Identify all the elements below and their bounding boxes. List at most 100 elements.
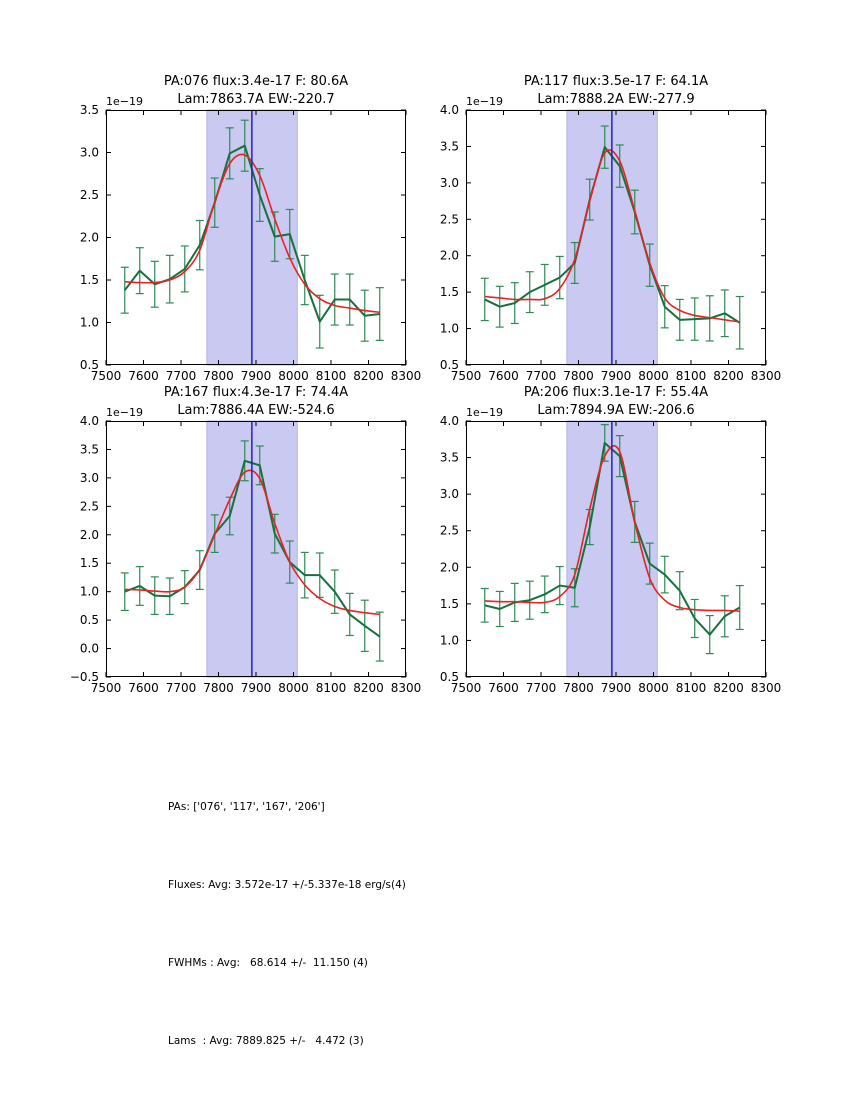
svg-text:3.0: 3.0 xyxy=(80,146,99,160)
svg-text:8100: 8100 xyxy=(676,681,707,695)
svg-text:4.0: 4.0 xyxy=(440,414,459,428)
subplot-pa076-title-line2: Lam:7863.7A EW:-220.7 xyxy=(177,92,335,107)
summary-line-fluxes: Fluxes: Avg: 3.572e-17 +/-5.337e-18 erg/… xyxy=(168,879,406,891)
subplot-pa167: PA:167 flux:4.3e-17 F: 74.4A Lam:7886.4A… xyxy=(70,385,421,695)
svg-text:7500: 7500 xyxy=(91,681,122,695)
svg-text:8100: 8100 xyxy=(316,369,347,383)
subplot-pa206-title-line1: PA:206 flux:3.1e-17 F: 55.4A xyxy=(523,385,709,400)
svg-text:1.0: 1.0 xyxy=(80,585,99,599)
svg-text:7800: 7800 xyxy=(203,681,234,695)
axes-frame xyxy=(466,421,766,677)
svg-text:7900: 7900 xyxy=(241,681,272,695)
subplot-pa076-plot-area: 7500 7600 7700 7800 7900 8000 8100 8200 8300 0.5 1… xyxy=(80,103,421,383)
subplot-pa076-title-line1: PA:076 flux:3.4e-17 F: 80.6A xyxy=(163,74,349,89)
svg-text:1.5: 1.5 xyxy=(440,597,459,611)
subplot-pa206-title: PA:206 flux:3.1e-17 F: 55.4A Lam:7894.9A… xyxy=(436,384,796,420)
svg-text:0.5: 0.5 xyxy=(80,613,99,627)
svg-text:3.5: 3.5 xyxy=(440,451,459,465)
svg-text:7900: 7900 xyxy=(601,681,632,695)
svg-text:7600: 7600 xyxy=(488,369,519,383)
svg-text:3.5: 3.5 xyxy=(440,139,459,153)
svg-text:4.0: 4.0 xyxy=(80,414,99,428)
subplot-pa206-plot-area: 7500 7600 7700 7800 7900 8000 8100 8200 8300 0.5 1… xyxy=(440,414,781,695)
svg-text:1.0: 1.0 xyxy=(440,633,459,647)
svg-text:8200: 8200 xyxy=(713,681,744,695)
subplot-pa206-title-line2: Lam:7894.9A EW:-206.6 xyxy=(537,403,695,418)
svg-text:−0.5: −0.5 xyxy=(70,670,99,684)
subplot-pa167-title-line2: Lam:7886.4A EW:-524.6 xyxy=(177,403,335,418)
svg-text:2.5: 2.5 xyxy=(80,499,99,513)
axis-tick-labels: 7500 7600 7700 7800 7900 8000 8100 8200 8300 0.5 1… xyxy=(80,103,421,383)
svg-text:0.0: 0.0 xyxy=(80,642,99,656)
svg-text:8300: 8300 xyxy=(751,369,782,383)
svg-text:1.5: 1.5 xyxy=(440,285,459,299)
axis-tick-labels: 7500 7600 7700 7800 7900 8000 8100 8200 8300 0.5 1… xyxy=(440,414,781,695)
svg-text:2.5: 2.5 xyxy=(80,188,99,202)
subplot-pa117-plot-area: 7500 7600 7700 7800 7900 8000 8100 8200 8300 0.5 1… xyxy=(440,103,781,383)
svg-text:8000: 8000 xyxy=(278,681,309,695)
svg-text:2.0: 2.0 xyxy=(440,560,459,574)
subplot-pa076-title: PA:076 flux:3.4e-17 F: 80.6A Lam:7863.7A… xyxy=(76,73,436,109)
svg-text:7800: 7800 xyxy=(563,369,594,383)
svg-text:2.5: 2.5 xyxy=(440,212,459,226)
svg-text:8300: 8300 xyxy=(391,681,422,695)
svg-text:7800: 7800 xyxy=(563,681,594,695)
subplot-pa117-title: PA:117 flux:3.5e-17 F: 64.1A Lam:7888.2A… xyxy=(436,73,796,109)
axis-tick-labels: 7500 7600 7700 7800 7900 8000 8100 8200 8300 −0.5… xyxy=(70,414,421,695)
subplot-pa117-title-line2: Lam:7888.2A EW:-277.9 xyxy=(537,92,695,107)
svg-text:7900: 7900 xyxy=(601,369,632,383)
subplot-pa167-title-line1: PA:167 flux:4.3e-17 F: 74.4A xyxy=(163,385,349,400)
svg-text:2.5: 2.5 xyxy=(440,524,459,538)
subplot-pa076-offset-label: 1e−19 xyxy=(106,95,143,108)
svg-text:3.0: 3.0 xyxy=(80,471,99,485)
svg-text:3.5: 3.5 xyxy=(80,442,99,456)
svg-text:7500: 7500 xyxy=(451,681,482,695)
svg-text:7700: 7700 xyxy=(166,369,197,383)
summary-line-pas: PAs: ['076', '117', '167', '206'] xyxy=(168,801,325,813)
svg-text:2.0: 2.0 xyxy=(440,249,459,263)
svg-text:1.5: 1.5 xyxy=(80,556,99,570)
summary-line-fwhms: FWHMs : Avg: 68.614 +/- 11.150 (4) xyxy=(168,957,368,969)
svg-text:8300: 8300 xyxy=(391,369,422,383)
svg-text:8200: 8200 xyxy=(713,369,744,383)
svg-text:7500: 7500 xyxy=(451,369,482,383)
svg-text:7700: 7700 xyxy=(166,681,197,695)
subplot-pa117: PA:117 flux:3.5e-17 F: 64.1A Lam:7888.2A… xyxy=(440,74,781,383)
svg-text:8100: 8100 xyxy=(316,681,347,695)
subplot-pa117-title-line1: PA:117 flux:3.5e-17 F: 64.1A xyxy=(523,74,709,89)
svg-text:8200: 8200 xyxy=(353,681,384,695)
subplot-pa076: PA:076 flux:3.4e-17 F: 80.6A Lam:7863.7A… xyxy=(80,74,421,383)
svg-text:8300: 8300 xyxy=(751,681,782,695)
subplot-pa167-plot-area: 7500 7600 7700 7800 7900 8000 8100 8200 8300 −0.5… xyxy=(70,414,421,695)
svg-text:3.0: 3.0 xyxy=(440,176,459,190)
subplot-pa206-offset-label: 1e−19 xyxy=(466,406,503,419)
svg-text:3.5: 3.5 xyxy=(80,103,99,117)
svg-text:0.5: 0.5 xyxy=(80,358,99,372)
svg-text:8000: 8000 xyxy=(638,369,669,383)
svg-text:0.5: 0.5 xyxy=(440,358,459,372)
summary-block: PAs: ['076', '117', '167', '206'] Fluxes… xyxy=(168,742,406,1100)
axis-tick-labels: 7500 7600 7700 7800 7900 8000 8100 8200 8300 0.5 1… xyxy=(440,103,781,383)
svg-text:7600: 7600 xyxy=(128,369,159,383)
svg-text:4.0: 4.0 xyxy=(440,103,459,117)
axes-frame xyxy=(106,421,406,677)
axes-frame xyxy=(466,110,766,365)
subplot-pa167-offset-label: 1e−19 xyxy=(106,406,143,419)
svg-text:2.0: 2.0 xyxy=(80,231,99,245)
axes-frame xyxy=(106,110,406,365)
subplot-pa117-offset-label: 1e−19 xyxy=(466,95,503,108)
svg-text:8000: 8000 xyxy=(278,369,309,383)
subplot-pa206: PA:206 flux:3.1e-17 F: 55.4A Lam:7894.9A… xyxy=(440,385,781,695)
svg-text:0.5: 0.5 xyxy=(440,670,459,684)
svg-text:8000: 8000 xyxy=(638,681,669,695)
summary-line-lams: Lams : Avg: 7889.825 +/- 4.472 (3) xyxy=(168,1035,364,1047)
svg-text:3.0: 3.0 xyxy=(440,487,459,501)
svg-text:8100: 8100 xyxy=(676,369,707,383)
svg-text:7800: 7800 xyxy=(203,369,234,383)
svg-text:1.5: 1.5 xyxy=(80,273,99,287)
subplot-pa167-title: PA:167 flux:4.3e-17 F: 74.4A Lam:7886.4A… xyxy=(76,384,436,420)
svg-text:7700: 7700 xyxy=(526,681,557,695)
svg-text:7900: 7900 xyxy=(241,369,272,383)
svg-text:7500: 7500 xyxy=(91,369,122,383)
svg-text:7600: 7600 xyxy=(128,681,159,695)
